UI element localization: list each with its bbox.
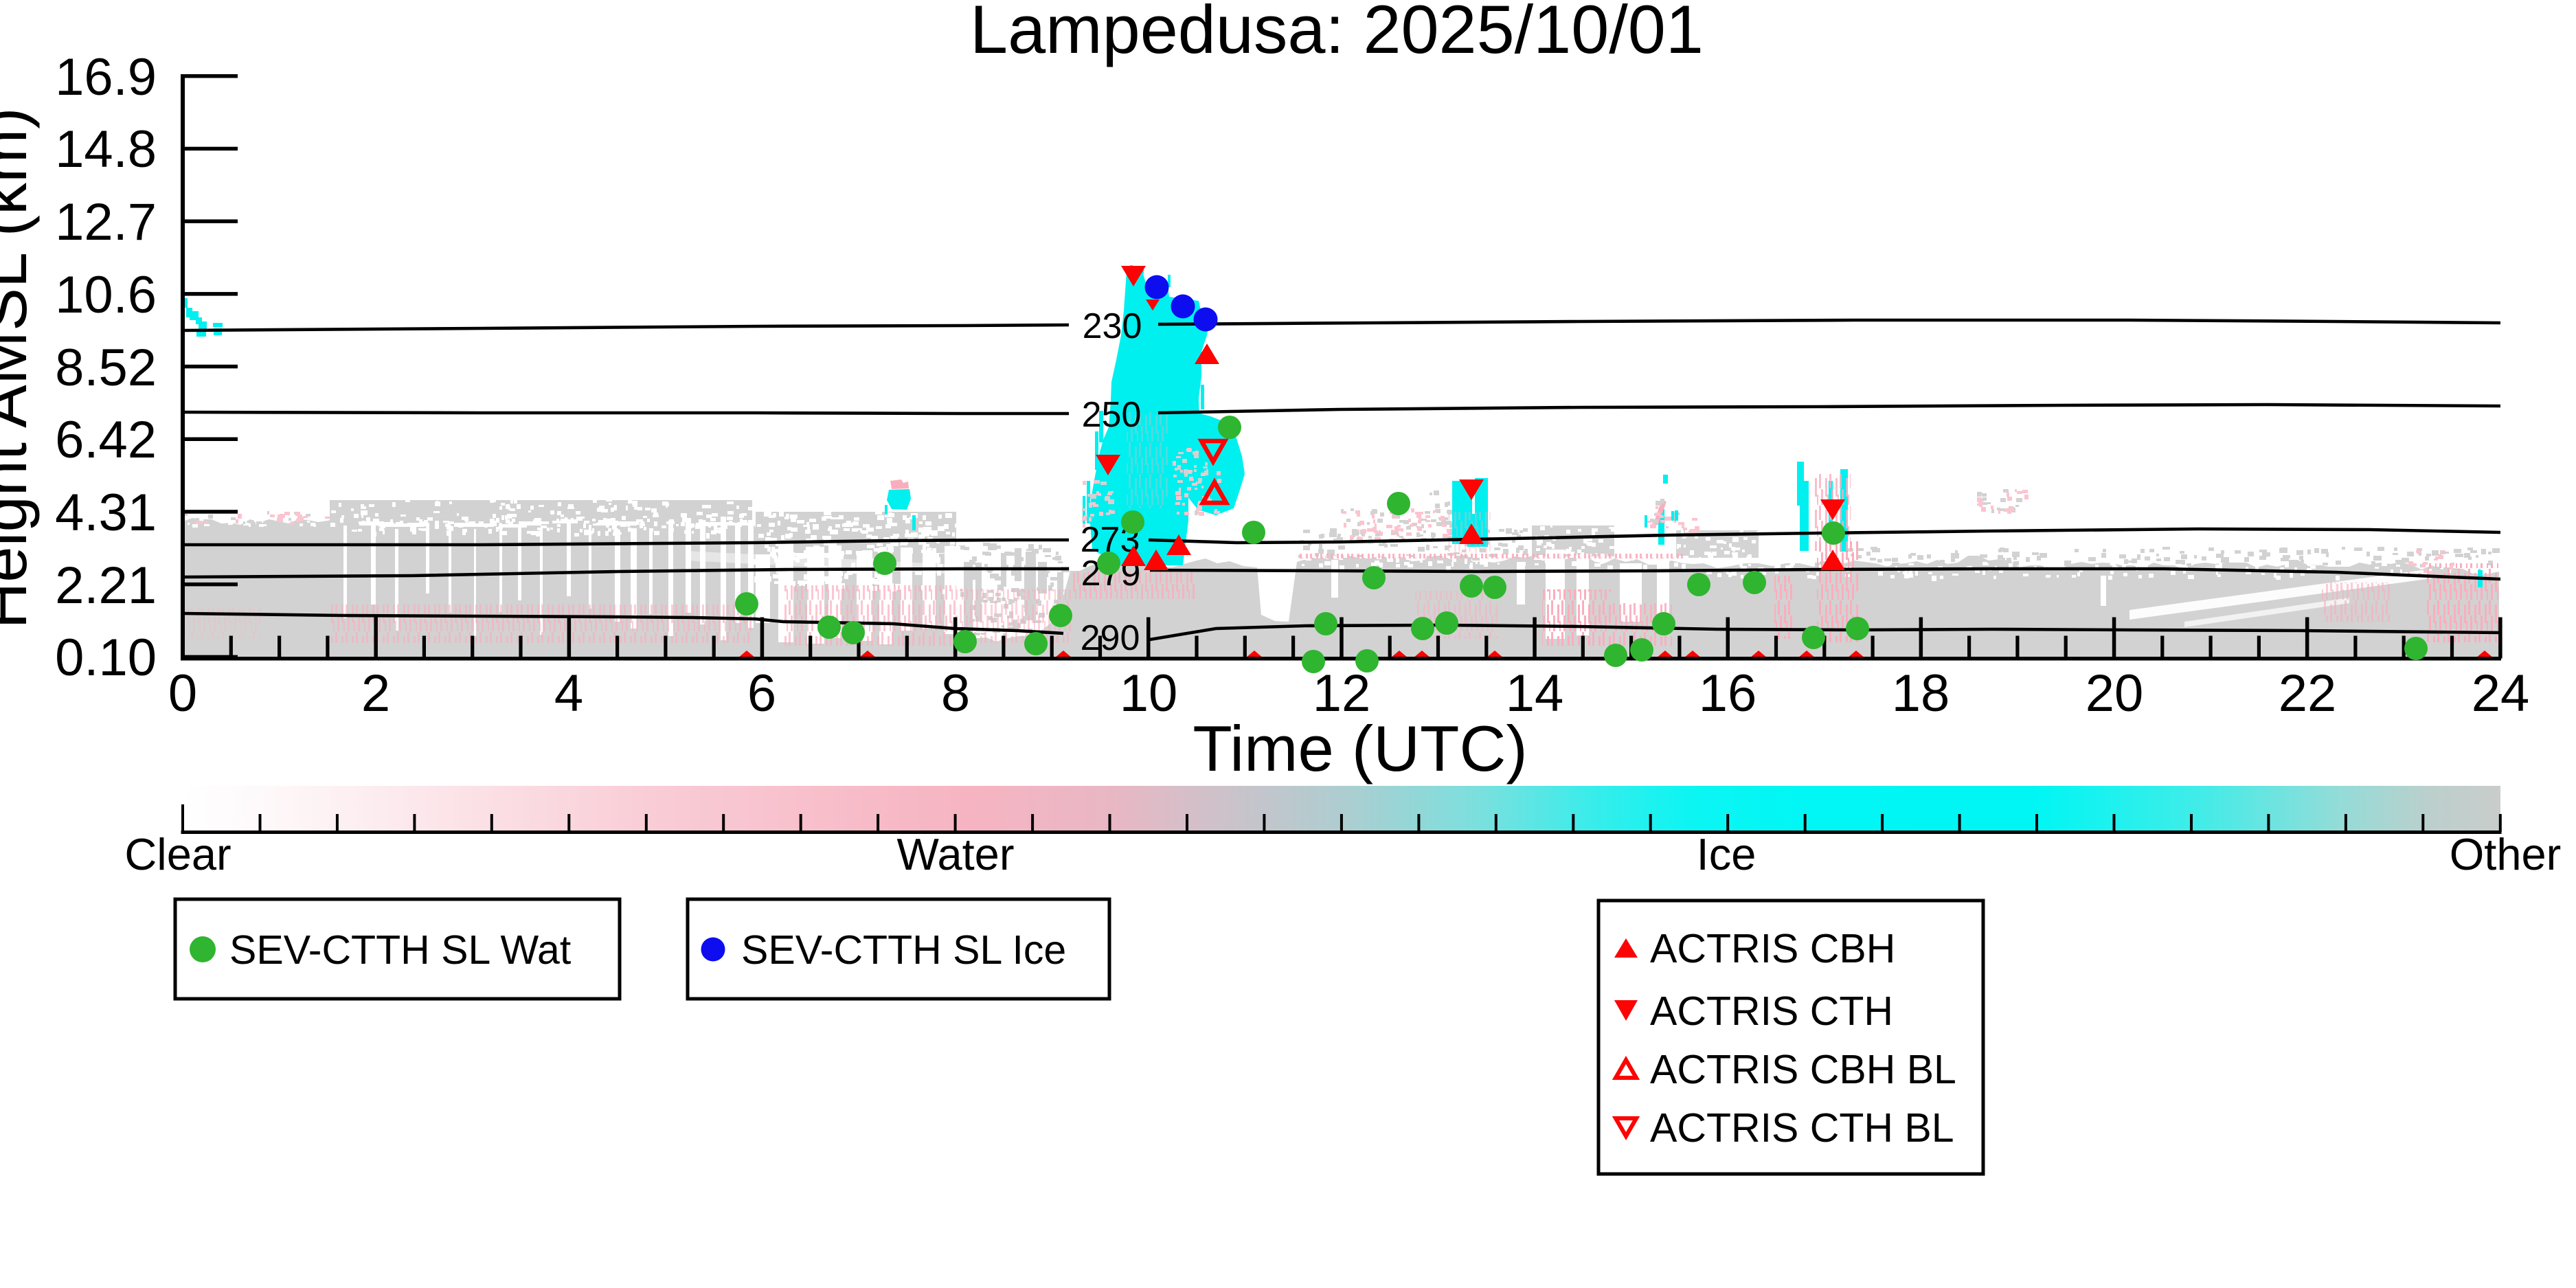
svg-text:ACTRIS CTH BL: ACTRIS CTH BL [1650,1105,1954,1151]
svg-text:4: 4 [554,664,583,723]
svg-text:ACTRIS CBH: ACTRIS CBH [1650,926,1895,971]
svg-text:8.52: 8.52 [55,339,157,397]
svg-text:Clear: Clear [124,829,231,879]
svg-text:16.9: 16.9 [55,48,157,106]
svg-text:ACTRIS CTH: ACTRIS CTH [1650,988,1893,1034]
svg-text:4.31: 4.31 [55,484,157,542]
svg-text:18: 18 [1892,664,1950,723]
svg-text:Lampedusa: 2025/10/01: Lampedusa: 2025/10/01 [970,0,1704,67]
svg-text:8: 8 [941,664,970,723]
svg-text:14: 14 [1506,664,1564,723]
svg-text:Ice: Ice [1697,829,1756,879]
svg-text:Height AMSL (km): Height AMSL (km) [0,107,40,629]
svg-text:10: 10 [1120,664,1178,723]
svg-text:2.21: 2.21 [55,556,157,615]
svg-text:6.42: 6.42 [55,411,157,469]
svg-text:290: 290 [1081,618,1140,658]
svg-text:230: 230 [1083,306,1142,346]
svg-text:Other: Other [2450,829,2562,879]
svg-text:0.10: 0.10 [55,629,157,687]
svg-text:Time (UTC): Time (UTC) [1193,712,1527,784]
svg-text:SEV-CTTH SL Ice: SEV-CTTH SL Ice [741,927,1066,973]
svg-text:22: 22 [2279,664,2337,723]
svg-text:14.8: 14.8 [55,120,157,179]
svg-text:16: 16 [1699,664,1757,723]
svg-text:2: 2 [361,664,390,723]
svg-text:Water: Water [897,829,1015,879]
svg-text:20: 20 [2086,664,2144,723]
svg-text:12.7: 12.7 [55,193,157,251]
svg-text:6: 6 [747,664,776,723]
svg-text:24: 24 [2472,664,2530,723]
svg-text:0: 0 [168,664,197,723]
svg-text:ACTRIS CBH BL: ACTRIS CBH BL [1650,1047,1956,1092]
svg-text:12: 12 [1313,664,1371,723]
svg-text:SEV-CTTH SL Wat: SEV-CTTH SL Wat [229,927,571,973]
svg-text:250: 250 [1082,395,1142,435]
svg-text:10.6: 10.6 [55,266,157,324]
